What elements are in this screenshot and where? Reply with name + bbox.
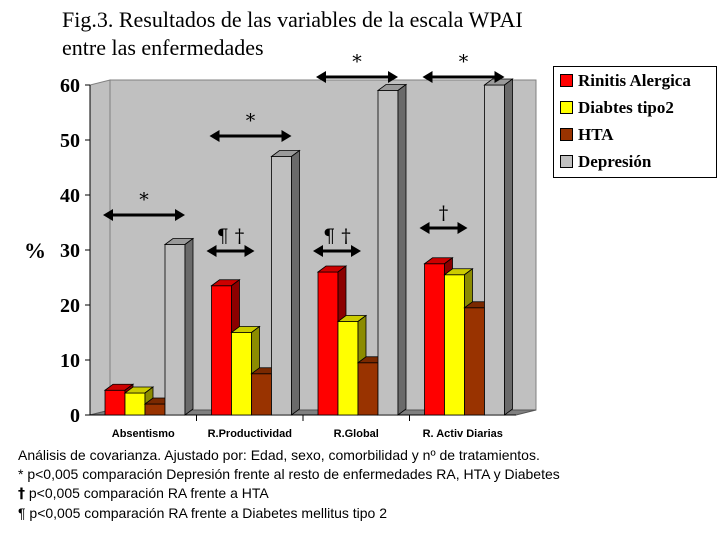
legend-swatch-diabetes-tipo2 (560, 100, 573, 114)
y-tick-label: 10 (60, 350, 80, 372)
bar-front (271, 156, 292, 416)
significance-arrow-3 (209, 130, 292, 142)
bar-chart: 0 10 20 30 40 50 60% Absentismo R.Productividad R… (24, 51, 537, 440)
chart-side-wall (89, 79, 111, 416)
bar-front (251, 373, 272, 416)
significance-arrow-head-left (206, 245, 217, 257)
bar-depresi-n-2 (270, 149, 301, 416)
x-tick-label: Absentismo (112, 428, 175, 440)
footnote-dagger: † p<0,005 comparación RA frente a HTA (18, 484, 560, 504)
bar-front (377, 90, 399, 416)
footnote-analysis: Análisis de covarianza. Ajustado por: Ed… (18, 447, 540, 463)
footnote-pilcrow: ¶ p<0,005 comparación RA frente a Diabet… (18, 504, 560, 523)
bar-front (211, 285, 232, 416)
significance-arrow-7 (422, 71, 505, 83)
bar-front (424, 263, 445, 416)
bar-front (444, 274, 465, 416)
y-tick-label: 50 (60, 130, 80, 152)
bar-front (484, 84, 505, 416)
chart-title-line-1: Fig.3. Resultados de las variables de la… (62, 7, 523, 32)
significance-arrow-head-right (351, 245, 361, 257)
footnote-dagger-text: p<0,005 comparación RA frente a HTA (25, 485, 269, 501)
bar-front (124, 392, 146, 416)
significance-label-5: * (352, 51, 362, 73)
significance-arrow-head-left (209, 130, 220, 142)
x-tick-label: R.Global (334, 428, 379, 440)
x-tick-label: R.Productividad (208, 428, 292, 440)
y-axis-label: % (24, 238, 46, 263)
bar-front (144, 403, 166, 416)
significance-arrow-head-right (244, 245, 255, 257)
significance-arrow-head-right (388, 71, 398, 83)
significance-label-7: * (459, 51, 469, 73)
bar-front (104, 389, 126, 416)
bar-front (464, 307, 485, 416)
legend-label-diabetes-tipo2: Diabtes tipo2 (578, 98, 674, 117)
significance-label-4: ¶ † (323, 225, 351, 247)
significance-arrow-2 (206, 245, 255, 257)
legend-label-rinitis-alergica: Rinitis Alergica (578, 71, 691, 90)
significance-arrow-head-left (313, 245, 323, 257)
significance-arrow-head-left (422, 71, 433, 83)
legend-swatch-depresion (560, 154, 573, 168)
y-tick-label: 20 (60, 295, 80, 317)
x-tick-label: R. Activ Diarias (423, 428, 503, 440)
chart-title: Fig.3. Resultados de las variables de la… (62, 6, 602, 62)
legend-swatch-rinitis-alergica (560, 73, 573, 87)
legend-item-rinitis-alergica: Rinitis Alergica (560, 70, 691, 92)
significance-label-1: * (139, 189, 149, 211)
y-tick-label: 30 (60, 240, 80, 262)
bar-depresi-n-3 (376, 83, 408, 416)
bar-front (231, 332, 252, 416)
significance-arrow-6 (419, 222, 468, 234)
legend-item-diabetes-tipo2: Diabtes tipo2 (560, 97, 674, 119)
bar-side (397, 83, 407, 416)
bar-front (337, 321, 359, 416)
legend-item-depresion: Depresión (560, 151, 651, 173)
bar-depresi-n-4 (483, 78, 514, 416)
significance-arrow-head-right (281, 130, 292, 142)
y-tick-label: 60 (60, 75, 80, 97)
bar-side (184, 237, 194, 416)
bar-side (504, 78, 513, 416)
significance-label-6: † (439, 202, 449, 224)
significance-arrow-head-left (103, 209, 113, 221)
legend-item-hta: HTA (560, 124, 614, 146)
footnotes: Análisis de covarianza. Ajustado por: Ed… (18, 446, 560, 523)
significance-arrow-head-left (419, 222, 430, 234)
footnote-pilcrow-text: p<0,005 comparación RA frente a Diabetes… (25, 505, 388, 521)
bar-side (291, 149, 300, 416)
bar-front (357, 362, 379, 416)
legend-label-hta: HTA (578, 125, 614, 144)
significance-arrow-1 (103, 209, 185, 221)
dagger-symbol: † (18, 486, 25, 502)
significance-label-3: * (246, 110, 256, 132)
significance-arrow-head-right (175, 209, 185, 221)
chart-title-line-2: entre las enfermedades (62, 35, 264, 60)
legend-label-depresion: Depresión (578, 152, 652, 171)
significance-arrow-head-left (316, 71, 326, 83)
significance-arrow-head-right (457, 222, 468, 234)
footnote-asterisk: * p<0,005 comparación Depresión frente a… (18, 466, 560, 482)
legend-swatch-hta (560, 127, 573, 141)
bar-depresi-n-1 (163, 237, 195, 416)
significance-label-2: ¶ † (217, 225, 245, 247)
significance-arrow-4 (313, 245, 361, 257)
bar-front (317, 271, 339, 416)
significance-arrow-5 (316, 71, 398, 83)
y-tick-label: 40 (60, 185, 80, 207)
significance-arrow-head-right (494, 71, 505, 83)
bar-front (164, 244, 186, 416)
pilcrow-symbol: ¶ (18, 505, 26, 521)
chart-legend: Rinitis Alergica Diabtes tipo2 HTA Depre… (553, 66, 717, 178)
y-tick-label: 0 (70, 405, 80, 427)
